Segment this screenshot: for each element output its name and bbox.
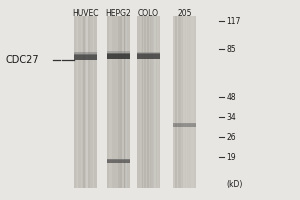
Bar bbox=[173, 123, 196, 127]
Bar bbox=[107, 53, 130, 59]
Text: 19: 19 bbox=[226, 152, 236, 162]
Bar bbox=[186, 16, 188, 188]
Bar bbox=[107, 16, 130, 188]
Bar bbox=[107, 51, 130, 52]
Text: 85: 85 bbox=[226, 45, 236, 53]
Text: 205: 205 bbox=[177, 9, 192, 18]
Bar bbox=[173, 16, 196, 188]
Bar bbox=[76, 16, 78, 188]
Bar bbox=[110, 16, 111, 188]
Bar bbox=[107, 53, 130, 54]
Bar bbox=[107, 51, 130, 53]
Bar bbox=[150, 16, 153, 188]
Bar bbox=[154, 16, 156, 188]
Text: 48: 48 bbox=[226, 92, 236, 102]
Bar bbox=[86, 16, 88, 188]
Bar bbox=[183, 16, 184, 188]
Bar bbox=[137, 16, 160, 188]
Bar bbox=[86, 16, 88, 188]
Text: CDC27: CDC27 bbox=[6, 55, 40, 65]
Bar bbox=[140, 16, 141, 188]
Bar bbox=[173, 123, 196, 124]
Bar bbox=[181, 16, 184, 188]
Bar bbox=[181, 16, 182, 188]
Bar bbox=[137, 53, 160, 54]
Bar bbox=[81, 16, 83, 188]
Text: HEPG2: HEPG2 bbox=[106, 9, 131, 18]
Bar bbox=[107, 159, 130, 163]
Text: 34: 34 bbox=[226, 112, 236, 121]
Text: COLO: COLO bbox=[138, 9, 159, 18]
Bar bbox=[93, 16, 94, 188]
Bar bbox=[147, 16, 148, 188]
Bar bbox=[83, 16, 85, 188]
Bar bbox=[74, 52, 97, 53]
Bar bbox=[77, 16, 78, 188]
Bar bbox=[124, 16, 126, 188]
Text: 26: 26 bbox=[226, 132, 236, 142]
Bar bbox=[175, 16, 177, 188]
Bar bbox=[157, 16, 159, 188]
Bar bbox=[144, 16, 146, 188]
Bar bbox=[191, 16, 194, 188]
Bar bbox=[188, 16, 189, 188]
Bar bbox=[111, 16, 112, 188]
Bar bbox=[137, 52, 160, 53]
Bar bbox=[137, 52, 160, 54]
Bar bbox=[124, 16, 125, 188]
Bar bbox=[107, 159, 130, 160]
Bar bbox=[178, 16, 181, 188]
Bar bbox=[74, 54, 97, 55]
Bar bbox=[74, 16, 97, 188]
Text: (kD): (kD) bbox=[226, 180, 243, 188]
Bar bbox=[142, 16, 143, 188]
Bar bbox=[118, 16, 120, 188]
Bar bbox=[151, 16, 153, 188]
Text: HUVEC: HUVEC bbox=[72, 9, 99, 18]
Bar bbox=[88, 16, 90, 188]
Bar bbox=[74, 52, 97, 54]
Bar bbox=[120, 16, 122, 188]
Bar bbox=[125, 16, 127, 188]
Bar bbox=[74, 54, 97, 60]
Bar bbox=[122, 16, 124, 188]
Text: 117: 117 bbox=[226, 17, 241, 25]
Bar bbox=[137, 53, 160, 59]
